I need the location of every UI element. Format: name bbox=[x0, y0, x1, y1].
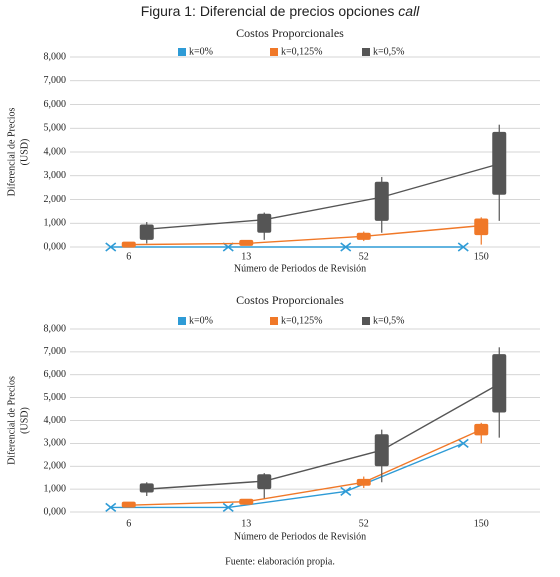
x-tick-label: 13 bbox=[241, 251, 251, 262]
x-axis-title: Número de Periodos de Revisión bbox=[234, 263, 366, 274]
box bbox=[121, 501, 136, 508]
y-tick-label: 4,000 bbox=[44, 146, 67, 157]
legend-swatch bbox=[178, 317, 186, 325]
x-marker bbox=[340, 242, 352, 252]
caption: Figura 1: Diferencial de precios opcione… bbox=[141, 3, 420, 19]
box bbox=[239, 239, 254, 246]
box bbox=[139, 224, 154, 240]
y-tick-label: 8,000 bbox=[44, 51, 67, 62]
x-marker bbox=[105, 242, 117, 252]
x-marker bbox=[457, 438, 469, 448]
y-axis-label: (USD) bbox=[19, 407, 30, 434]
legend-swatch bbox=[362, 317, 370, 325]
y-tick-label: 3,000 bbox=[44, 170, 67, 181]
legend-swatch bbox=[270, 48, 278, 56]
y-tick-label: 5,000 bbox=[44, 392, 67, 403]
series-line bbox=[128, 429, 482, 506]
box bbox=[474, 218, 489, 236]
box bbox=[257, 213, 272, 233]
y-tick-label: 0,000 bbox=[44, 241, 67, 252]
legend-swatch bbox=[178, 48, 186, 56]
legend-label: k=0,5% bbox=[373, 315, 404, 326]
legend-label: k=0,125% bbox=[281, 315, 322, 326]
x-marker bbox=[105, 502, 117, 513]
x-tick-label: 150 bbox=[474, 518, 489, 529]
chart-title: Costos Proporcionales bbox=[236, 293, 344, 307]
legend-label: k=0% bbox=[189, 315, 213, 326]
box bbox=[374, 181, 389, 221]
y-axis-label: (USD) bbox=[19, 139, 30, 166]
series-line bbox=[128, 224, 482, 246]
y-tick-label: 1,000 bbox=[44, 483, 67, 494]
box bbox=[356, 478, 371, 486]
legend-label: k=0,5% bbox=[373, 46, 404, 57]
y-tick-label: 6,000 bbox=[44, 369, 67, 380]
y-axis-label: Diferencial de Precios bbox=[6, 107, 17, 196]
box bbox=[139, 483, 154, 493]
x-tick-label: 150 bbox=[474, 251, 489, 262]
y-tick-label: 6,000 bbox=[44, 99, 67, 110]
box bbox=[257, 474, 272, 490]
box bbox=[492, 354, 507, 413]
x-tick-label: 6 bbox=[126, 251, 131, 262]
box bbox=[374, 434, 389, 467]
y-tick-label: 2,000 bbox=[44, 194, 67, 205]
y-tick-label: 3,000 bbox=[44, 438, 67, 449]
x-tick-label: 13 bbox=[241, 518, 251, 529]
box bbox=[121, 241, 136, 248]
x-tick-label: 52 bbox=[359, 251, 369, 262]
x-marker bbox=[457, 242, 469, 252]
y-tick-label: 0,000 bbox=[44, 506, 67, 517]
series-line bbox=[110, 442, 464, 509]
y-tick-label: 5,000 bbox=[44, 123, 67, 134]
y-tick-label: 8,000 bbox=[44, 323, 67, 334]
legend-swatch bbox=[270, 317, 278, 325]
y-tick-label: 7,000 bbox=[44, 346, 67, 357]
series-line bbox=[146, 383, 500, 490]
x-axis-title: Número de Periodos de Revisión bbox=[234, 531, 366, 542]
legend-label: k=0% bbox=[189, 46, 213, 57]
y-axis-label: Diferencial de Precios bbox=[6, 376, 17, 465]
caption-emphasis: call bbox=[398, 3, 420, 19]
y-tick-label: 1,000 bbox=[44, 218, 67, 229]
caption-text: Figura 1: Diferencial de precios opcione… bbox=[141, 3, 395, 19]
box bbox=[239, 498, 254, 505]
x-tick-label: 6 bbox=[126, 518, 131, 529]
x-marker bbox=[222, 502, 234, 513]
box bbox=[474, 423, 489, 436]
x-marker bbox=[340, 486, 352, 497]
y-tick-label: 7,000 bbox=[44, 75, 67, 86]
x-tick-label: 52 bbox=[359, 518, 369, 529]
y-tick-label: 4,000 bbox=[44, 415, 67, 426]
series-line bbox=[146, 163, 500, 230]
chart-title: Costos Proporcionales bbox=[236, 26, 344, 40]
box bbox=[356, 232, 371, 240]
y-tick-label: 2,000 bbox=[44, 461, 67, 472]
footer: Fuente: elaboración propia. bbox=[225, 556, 335, 567]
legend-label: k=0,125% bbox=[281, 46, 322, 57]
legend-swatch bbox=[362, 48, 370, 56]
box bbox=[492, 131, 507, 195]
